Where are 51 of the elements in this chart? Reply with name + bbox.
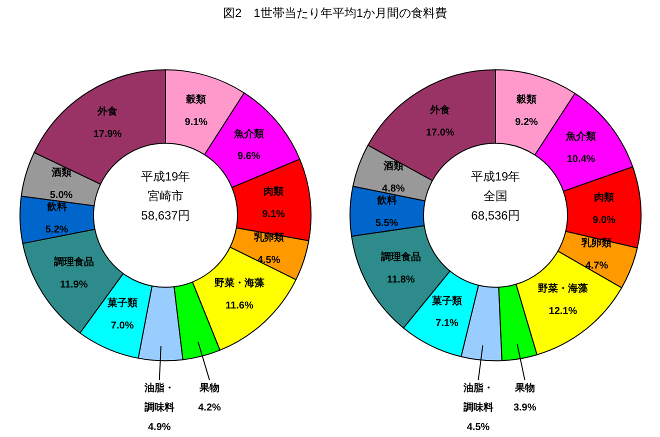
data-label: 4.2% (198, 402, 222, 414)
slice-label: 肉類 (264, 186, 284, 198)
data-label: 9.1% (262, 209, 286, 220)
data-label: 5.0% (50, 190, 73, 202)
slice-label: 油脂・調味料 (143, 382, 174, 414)
data-label: 5.5% (375, 218, 398, 229)
slice-label: 油脂・調味料 (462, 382, 494, 414)
data-label: 17.0% (426, 128, 454, 139)
slice-label: 外食 (96, 106, 118, 118)
slice-label: 飲料 (46, 200, 67, 213)
slice-label: 外食 (429, 104, 450, 116)
slice-label: 穀類 (185, 93, 206, 106)
data-label: 3.9% (513, 402, 536, 414)
data-label: 7.1% (436, 318, 459, 330)
data-label: 4.5% (257, 254, 280, 266)
data-label: 4.7% (585, 260, 608, 272)
chart-title: 図2 1世帯当たり年平均1か月間の食料費 (222, 5, 448, 22)
text: 全国 (484, 188, 508, 203)
slice-label: 果物 (198, 382, 220, 394)
text: 宮崎市 (148, 188, 184, 203)
data-label: 9.1% (184, 116, 208, 128)
data-label: 4.5% (466, 422, 490, 434)
slice-label: 飲料 (376, 194, 397, 206)
data-label: 5.2% (45, 224, 68, 236)
slice-label: 魚介類 (565, 130, 596, 142)
data-label: 9.0% (592, 214, 616, 226)
data-label: 17.9% (93, 129, 122, 140)
data-label: 4.8% (382, 184, 405, 195)
slice-label: 調理食品 (52, 256, 94, 268)
slice-label: 果物 (514, 382, 535, 394)
text: 平成19年 (140, 169, 190, 184)
data-label: 9.2% (515, 116, 538, 128)
data-label: 11.6% (226, 300, 254, 312)
slice-label: 調理食品 (380, 251, 421, 264)
slice-label: 穀類 (515, 93, 536, 106)
slice-label: 肉類 (594, 191, 614, 204)
data-label: 11.8% (386, 274, 415, 286)
slice-label: 野菜・海藻 (214, 277, 264, 290)
slice-label: 魚介類 (232, 128, 264, 140)
data-label: 12.1% (548, 306, 578, 318)
slice-label: 菓子類 (106, 297, 138, 310)
data-label: 7.0% (110, 320, 134, 332)
slice-label: 野菜・海藻 (538, 282, 588, 295)
data-label: 10.4% (566, 154, 596, 165)
data-label: 11.9% (60, 279, 88, 290)
data-label: 4.9% (148, 422, 171, 434)
text: 68,536円 (471, 208, 520, 222)
data-label: 9.6% (237, 151, 260, 162)
text: 58,637円 (141, 208, 190, 222)
slice-label: 菓子類 (431, 294, 462, 307)
text: 平成19年 (470, 169, 520, 184)
